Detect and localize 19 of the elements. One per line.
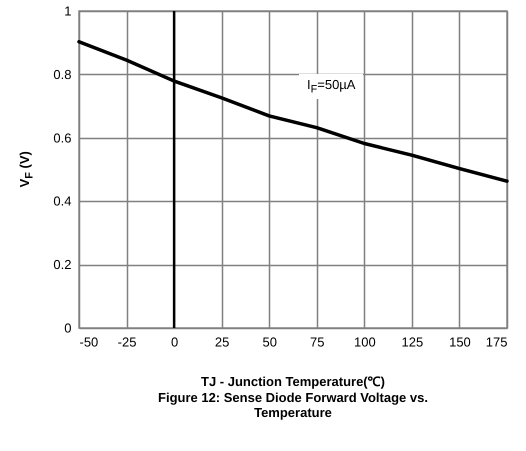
x-tick-label: 50 bbox=[262, 334, 277, 350]
x-tick-label: -50 bbox=[80, 334, 98, 350]
y-tick-label: 0.2 bbox=[53, 257, 72, 272]
x-tick-label: 25 bbox=[214, 334, 230, 350]
y-tick-label: 0.8 bbox=[53, 66, 72, 82]
x-tick-label: 150 bbox=[449, 334, 471, 350]
x-tick-label: 125 bbox=[402, 334, 424, 350]
x-tick-label: 175 bbox=[486, 334, 508, 350]
y-tick-label: 1 bbox=[64, 4, 72, 18]
y-tick-label: 0 bbox=[64, 320, 72, 336]
y-tick-label: 0.4 bbox=[53, 194, 72, 209]
x-tick-label: -25 bbox=[118, 334, 136, 350]
x-tick-label: 0 bbox=[170, 334, 178, 350]
annotation: I$_{F}$=50µA bbox=[299, 74, 364, 99]
x-axis-title: TJ - Junction Temperature(℃) bbox=[200, 374, 386, 389]
y-tick-label: 0.6 bbox=[53, 130, 72, 146]
text: Figure 12: Sense Diode Forward Voltage vs. Temperature bbox=[157, 390, 429, 420]
x-tick-label: 100 bbox=[354, 334, 376, 350]
x-tick-label: 75 bbox=[310, 334, 325, 350]
